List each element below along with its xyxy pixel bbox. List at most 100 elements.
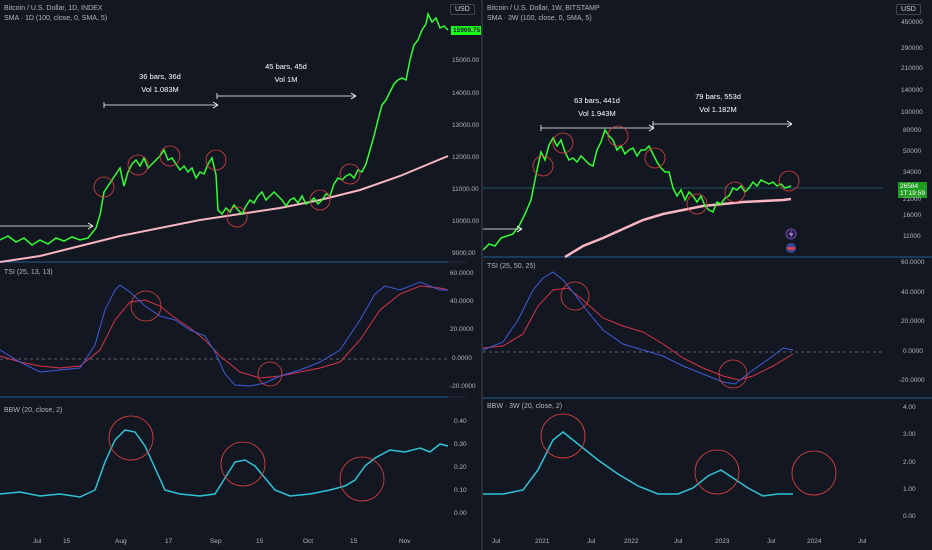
right-bbw-axis-label: 0.00 [903, 513, 916, 520]
marker-circle [309, 189, 331, 211]
right-range-arrow-1 [540, 124, 655, 132]
right-price-axis-label: 16000 [903, 212, 922, 219]
left-bbw-axis-label: 0.00 [454, 510, 467, 517]
right-main-title: Bitcoin / U.S. Dollar, 1W, BITSTAMP [487, 5, 600, 12]
left-chart[interactable]: Bitcoin / U.S. Dollar, 1D, INDEX SMA · 1… [0, 0, 483, 550]
right-price-axis-label: 80000 [903, 127, 922, 134]
marker-circle [220, 441, 266, 487]
marker-circle [644, 147, 666, 169]
right-time-axis-label: 2023 [715, 538, 730, 545]
right-time-axis-label: 2022 [624, 538, 639, 545]
annotation-bars: 36 bars, 36d [139, 72, 181, 81]
right-tsi-axis-label: 40.0000 [901, 289, 925, 296]
right-currency-button[interactable]: USD [896, 4, 921, 15]
left-time-axis-label: Aug [115, 538, 127, 545]
right-bbw-axis-label: 1.00 [903, 486, 916, 493]
annotation-bars: 45 bars, 45d [265, 62, 307, 71]
left-price-line [0, 11, 449, 246]
marker-circle [339, 163, 361, 185]
flag-icon[interactable] [786, 243, 796, 253]
left-time-axis-label: 15 [256, 538, 264, 545]
right-tsi-label: TSI (25, 50, 25) [487, 263, 536, 270]
right-price-line [483, 128, 792, 251]
left-chart-canvas[interactable] [0, 0, 466, 550]
annotation-vol: Vol 1.943M [578, 109, 616, 118]
left-bbw-axis-label: 0.20 [454, 464, 467, 471]
annotation-bars: 63 bars, 441d [574, 96, 620, 105]
left-time-axis-label: Sep [210, 538, 222, 545]
left-price-circles [93, 145, 361, 228]
marker-circle [718, 359, 748, 389]
marker-circle [532, 155, 554, 177]
left-bbw-circles [108, 415, 385, 502]
left-price-axis-label: 15000.00 [452, 57, 480, 64]
right-price-axis-label: 290000 [901, 45, 923, 52]
left-sma-line [0, 155, 449, 263]
right-chart-canvas[interactable] [483, 0, 932, 550]
marker-circle [686, 193, 708, 215]
marker-circle [540, 413, 586, 459]
left-time-axis-label: Jul [33, 538, 42, 545]
right-price-tag: 26584 1T:19:59 [898, 182, 927, 198]
right-bbw-label: BBW · 3W (20, close, 2) [487, 403, 563, 410]
left-currency-button[interactable]: USD [450, 4, 475, 15]
right-bbw-circles [540, 413, 837, 496]
right-chart[interactable]: Bitcoin / U.S. Dollar, 1W, BITSTAMP SMA … [483, 0, 932, 550]
right-bbw-line [483, 431, 793, 497]
marker-circle [724, 181, 746, 203]
marker-circle [127, 154, 149, 176]
marker-circle [694, 449, 740, 495]
right-tsi-line [483, 271, 794, 385]
marker-circle [552, 132, 574, 154]
marker-circle [607, 125, 629, 147]
right-time-axis-label: Jul [674, 538, 683, 545]
marker-circle [339, 456, 385, 502]
left-range-arrow-0 [0, 222, 94, 230]
marker-circle [226, 206, 248, 228]
right-price-axis-label: 21000 [903, 196, 922, 203]
left-tsi-axis-label: 20.0000 [450, 326, 474, 333]
right-price-axis-label: 140000 [901, 87, 923, 94]
annotation-vol: Vol 1.083M [141, 85, 179, 94]
left-tsi-label: TSI (25, 13, 13) [4, 269, 53, 276]
right-tsi-signal-line [483, 287, 794, 381]
right-bbw-axis-label: 2.00 [903, 459, 916, 466]
right-price-axis-label: 100000 [901, 109, 923, 116]
marker-circle [108, 415, 154, 461]
right-price-axis-label: 450000 [901, 19, 923, 26]
chart-divider[interactable] [481, 0, 483, 550]
left-tsi-axis-label: 60.0000 [450, 270, 474, 277]
right-price-axis-label: 210000 [901, 65, 923, 72]
marker-circle [791, 450, 837, 496]
left-sma-label: SMA · 1D (100, close, 0, SMA, 5) [4, 15, 108, 22]
left-annotation-2: 45 bars, 45d Vol 1M [244, 60, 328, 86]
right-time-axis-label: Jul [858, 538, 867, 545]
right-price-axis-label: 11000 [903, 233, 921, 240]
right-price-tag-value: 26584 [900, 183, 919, 190]
right-time-axis-label: 2024 [807, 538, 822, 545]
left-tsi-axis-label: 40.0000 [450, 298, 474, 305]
left-tsi-axis-label: -20.0000 [450, 383, 476, 390]
left-tsi-signal-line [0, 285, 449, 379]
left-price-axis-label: 9000.00 [452, 250, 476, 257]
left-price-axis-label: 12000.00 [452, 154, 480, 161]
left-bbw-line [0, 429, 449, 498]
left-range-arrow-1 [103, 101, 219, 109]
left-main-title: Bitcoin / U.S. Dollar, 1D, INDEX [4, 5, 103, 12]
lightning-icon[interactable] [785, 228, 797, 240]
right-time-axis-label: Jul [767, 538, 776, 545]
marker-circle [205, 149, 227, 171]
right-price-axis-label: 34000 [903, 169, 922, 176]
left-price-axis-label: 10000.00 [452, 218, 480, 225]
right-tsi-circles [560, 281, 748, 389]
left-time-axis-label: 17 [165, 538, 173, 545]
right-range-arrow-2 [652, 120, 793, 128]
left-bbw-axis-label: 0.30 [454, 441, 467, 448]
right-tsi-axis-label: 60.0000 [901, 259, 925, 266]
right-annotation-1: 63 bars, 441d Vol 1.943M [555, 94, 639, 120]
left-tsi-circles [130, 290, 283, 387]
left-time-axis-label: 15 [63, 538, 71, 545]
annotation-bars: 79 bars, 553d [695, 92, 741, 101]
marker-circle [560, 281, 590, 311]
left-tsi-line [0, 281, 448, 387]
